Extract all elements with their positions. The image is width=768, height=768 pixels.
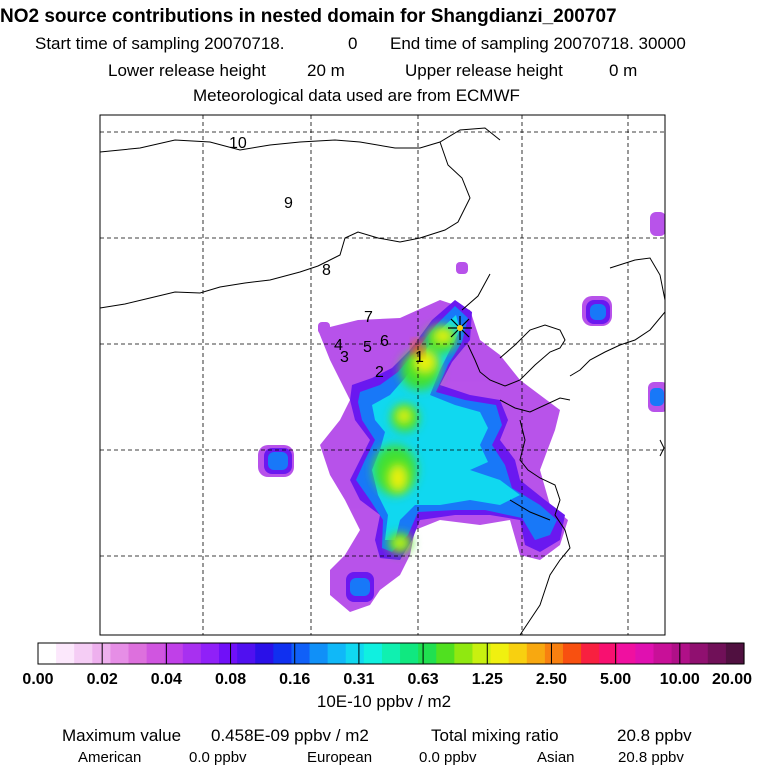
region-label-8: 8 xyxy=(322,262,331,279)
map-frame xyxy=(99,114,666,636)
colorbar-swatches xyxy=(38,643,745,664)
colorbar-tick-label: 10.00 xyxy=(659,671,700,688)
colorbar-swatch xyxy=(381,643,401,664)
colorbar-unit-label: 10E-10 ppbv / m2 xyxy=(316,692,452,711)
colorbar-swatch xyxy=(255,643,274,664)
american-label: American xyxy=(78,749,142,766)
colorbar-tick-label: 0.04 xyxy=(150,671,182,688)
asian-value: 20.8 ppbv xyxy=(618,749,684,766)
colorbar-tick-label: 2.50 xyxy=(535,671,568,688)
colorbar-swatch xyxy=(38,643,57,664)
european-label: European xyxy=(307,749,373,766)
colorbar-swatch xyxy=(164,643,184,664)
colorbar-swatch xyxy=(725,643,745,664)
colorbar-tick-label: 0.00 xyxy=(22,671,54,688)
colorbar-swatch xyxy=(671,643,691,664)
colorbar-swatch xyxy=(472,643,492,664)
colorbar-tick-label: 0.31 xyxy=(343,671,375,688)
colorbar-tick-label: 20.00 xyxy=(711,671,753,688)
end-time-label: End time of sampling 20070718. 30000 xyxy=(390,34,686,53)
colorbar-swatch xyxy=(56,643,75,664)
plume-field xyxy=(258,212,665,612)
colorbar-swatch xyxy=(617,643,636,664)
total-mixing-value: 20.8 ppbv xyxy=(617,726,692,745)
colorbar-swatch xyxy=(273,643,293,664)
total-mixing-label: Total mixing ratio xyxy=(431,726,559,745)
colorbar-swatch xyxy=(128,643,148,664)
region-label-1: 1 xyxy=(415,349,424,366)
colorbar-swatch xyxy=(74,643,93,664)
american-value: 0.0 ppbv xyxy=(189,749,247,766)
colorbar-swatch xyxy=(200,643,220,664)
colorbar-swatch xyxy=(490,643,510,664)
colorbar-swatch xyxy=(182,643,202,664)
colorbar-swatch xyxy=(653,643,673,664)
colorbar-swatch xyxy=(436,643,455,664)
lower-height-value: 20 m xyxy=(307,61,345,80)
colorbar-swatch xyxy=(363,643,383,664)
max-value-label: Maximum value xyxy=(62,726,182,745)
upper-height-value: 0 m xyxy=(609,61,638,80)
region-label-7: 7 xyxy=(364,309,373,326)
colorbar-swatch xyxy=(689,643,709,664)
colorbar-swatch xyxy=(544,643,564,664)
region-label-5: 5 xyxy=(363,339,372,356)
colorbar-tick-label: 0.02 xyxy=(86,671,118,688)
colorbar-swatch xyxy=(526,643,546,664)
colorbar-swatch xyxy=(508,643,528,664)
colorbar-tick-label: 0.08 xyxy=(214,671,247,688)
colorbar-swatch xyxy=(327,643,347,664)
region-label-2: 2 xyxy=(375,364,384,381)
colorbar-swatch xyxy=(635,643,655,664)
colorbar-swatch xyxy=(219,643,238,664)
coastlines xyxy=(100,127,665,635)
source-marker-icon xyxy=(448,316,472,340)
colorbar-tick-label: 0.63 xyxy=(407,671,439,688)
colorbar-swatch xyxy=(345,643,365,664)
region-label-4: 4 xyxy=(334,337,343,354)
grid-lines xyxy=(100,115,665,635)
colorbar-swatch xyxy=(418,643,437,664)
colorbar-swatch xyxy=(110,643,130,664)
colorbar-swatch xyxy=(400,643,419,664)
max-value-value: 0.458E-09 ppbv / m2 xyxy=(211,726,369,745)
colorbar-tick-label: 5.00 xyxy=(600,671,632,688)
region-label-9: 9 xyxy=(284,195,293,212)
start-time-label: Start time of sampling 20070718. xyxy=(35,34,285,53)
region-label-3: 3 xyxy=(340,349,349,366)
colorbar-swatch xyxy=(599,643,618,664)
colorbar-swatch xyxy=(237,643,256,664)
colorbar-swatch xyxy=(146,643,166,664)
upper-height-label: Upper release height xyxy=(405,61,563,80)
colorbar-swatch xyxy=(309,643,329,664)
colorbar-tick-label: 1.25 xyxy=(471,671,503,688)
colorbar-swatch xyxy=(581,643,600,664)
asian-label: Asian xyxy=(537,749,575,766)
colorbar-swatch xyxy=(707,643,727,664)
colorbar-swatch xyxy=(92,643,112,664)
colorbar-swatch xyxy=(454,643,474,664)
colorbar-tick-marks xyxy=(37,643,745,664)
european-value: 0.0 ppbv xyxy=(419,749,477,766)
chart-title: NO2 source contributions in nested domai… xyxy=(0,6,617,27)
start-time-value: 0 xyxy=(348,34,358,53)
colorbar-tick-label: 0.16 xyxy=(279,671,311,688)
region-label-10: 10 xyxy=(229,135,247,152)
met-data-label: Meteorological data used are from ECMWF xyxy=(193,86,520,105)
colorbar-swatch xyxy=(562,643,582,664)
colorbar-swatch xyxy=(291,643,311,664)
lower-height-label: Lower release height xyxy=(108,61,266,80)
region-label-6: 6 xyxy=(380,333,389,350)
